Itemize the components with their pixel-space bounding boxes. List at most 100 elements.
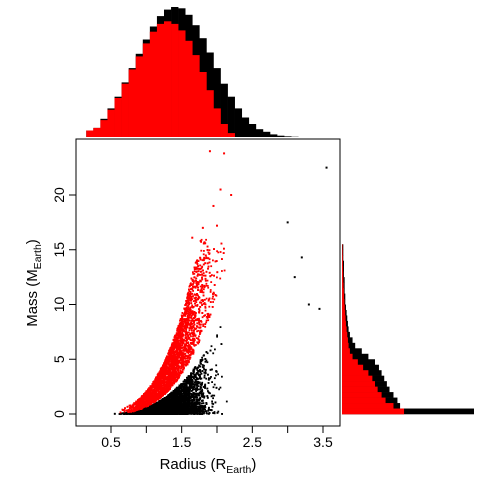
scatter-point-black (166, 408, 169, 411)
right-hist-bar-red (342, 277, 344, 283)
top-hist-bar-black (234, 108, 243, 137)
scatter-point-black (129, 412, 132, 414)
scatter-point-black (204, 358, 207, 360)
scatter-point-black (169, 403, 172, 406)
scatter-point-black (177, 393, 180, 396)
scatter-point-black (185, 407, 188, 409)
scatter-point-black (206, 361, 209, 364)
scatter-point-black (195, 401, 198, 403)
scatter-point-black (204, 385, 207, 388)
scatter-point-black (209, 392, 211, 395)
scatter-point-black (193, 383, 196, 386)
scatter-point-black (176, 409, 179, 412)
scatter-point-black (196, 389, 198, 391)
top-hist-bar-red (121, 83, 129, 137)
scatter-point-black (196, 371, 199, 374)
scatter-point-black (199, 404, 202, 407)
top-hist-bar-red (100, 120, 108, 137)
scatter-point-black (201, 381, 204, 384)
scatter-point-black (168, 397, 171, 400)
scatter-point-black (186, 410, 188, 413)
scatter-point-black (204, 360, 207, 363)
scatter-point-black (213, 411, 216, 413)
scatter-point-black (180, 410, 183, 413)
scatter-point-black (216, 334, 218, 337)
scatter-point-black (176, 394, 179, 397)
scatter-point-black (180, 383, 182, 386)
scatter-point-black (189, 412, 192, 415)
scatter-point-black (199, 361, 202, 364)
right-hist-bar-red (342, 326, 347, 333)
scatter-point-black (194, 378, 197, 381)
right-hist-bar-red (342, 266, 344, 272)
top-hist-bar-black (241, 117, 250, 137)
scatter-point-black (194, 408, 197, 410)
scatter-point-black (154, 407, 156, 410)
scatter-point-black (192, 395, 195, 397)
top-hist-bar-red (135, 56, 144, 137)
scatter-point-black (199, 392, 201, 395)
scatter-point-black (188, 392, 191, 395)
scatter-point-black (225, 400, 228, 403)
scatter-point-black (190, 387, 193, 389)
right-mass-histogram (342, 244, 474, 415)
top-hist-bar-black (284, 136, 292, 137)
right-hist-bar-red (342, 255, 343, 261)
top-hist-bar-red (227, 133, 235, 137)
scatter-point-black (207, 378, 210, 381)
scatter-point-black (155, 408, 158, 410)
right-hist-bar-red (342, 244, 343, 251)
scatter-point-black (186, 376, 189, 379)
top-hist-bar-red (192, 55, 200, 137)
scatter-point-black (213, 383, 216, 386)
scatter-point-black (180, 387, 183, 389)
scatter-point-black (177, 399, 180, 402)
scatter-point-black (182, 380, 185, 383)
scatter-point-black (129, 413, 132, 415)
scatter-point-black (201, 364, 204, 366)
scatter-point-black (173, 390, 175, 393)
scatter-point-black (188, 400, 191, 403)
scatter-point-black (188, 402, 190, 405)
scatter-point-black (184, 396, 187, 399)
scatter-point-black (173, 406, 176, 409)
scatter-point-black (175, 388, 177, 391)
scatter-point-black (147, 407, 150, 410)
right-hist-bar-red (342, 342, 349, 349)
scatter-point-black (189, 385, 191, 387)
scatter-point-black (186, 399, 188, 402)
scatter-point-black (183, 394, 185, 397)
scatter-point-black (196, 405, 199, 408)
scatter-point-black (176, 400, 178, 402)
top-hist-bar-red (107, 109, 115, 137)
scatter-point-black (213, 412, 216, 415)
right-hist-bar-red (342, 375, 373, 382)
scatter-point-black (203, 371, 206, 374)
scatter-point-black (188, 408, 191, 411)
scatter-point-black (174, 394, 177, 397)
scatter-point-black (206, 352, 209, 355)
scatter-point-black (207, 391, 210, 394)
scatter-point-black (183, 386, 186, 388)
right-hist-bar-red (342, 331, 348, 338)
scatter-point-black (141, 410, 144, 412)
scatter-point-black (192, 402, 195, 405)
scatter-point-black (197, 402, 200, 404)
scatter-point-black (197, 410, 199, 413)
right-hist-bar-red (342, 288, 344, 294)
top-hist-bar-red (220, 124, 228, 137)
scatter-point-black (172, 393, 175, 396)
scatter-point-black (167, 400, 170, 402)
scatter-point-black (197, 394, 199, 397)
right-hist-bar-black (342, 353, 369, 360)
scatter-point-black (181, 403, 184, 406)
scatter-point-black (163, 404, 166, 407)
scatter-point-black (113, 412, 116, 415)
scatter-point-black (181, 392, 184, 395)
scatter-point-black (144, 411, 147, 414)
scatter-point-black (187, 393, 190, 396)
scatter-point-black (195, 376, 198, 379)
right-hist-bar-red (342, 304, 345, 311)
scatter-point-black (171, 397, 173, 400)
